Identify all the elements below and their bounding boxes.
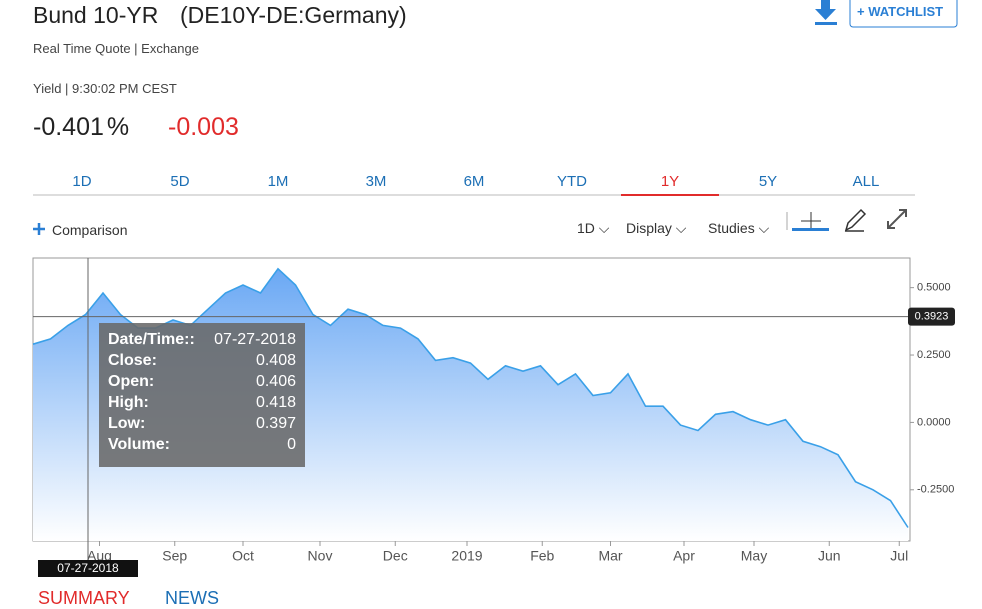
- last-value: -0.401%: [33, 113, 129, 142]
- comparison-plus[interactable]: [33, 223, 45, 235]
- tooltip-key: Low:: [108, 415, 146, 432]
- x-tick-label: Apr: [673, 548, 695, 564]
- interval[interactable]: 1D ⌵: [577, 220, 610, 236]
- tooltip-value: 0.397: [255, 415, 296, 432]
- studies[interactable]: Studies ⌵: [708, 220, 770, 236]
- x-tick-label: Nov: [308, 548, 333, 564]
- cursor-date: 07-27-2018: [38, 560, 138, 577]
- y-tick-label: -0.2500: [917, 484, 954, 496]
- watchlist-label[interactable]: + WATCHLIST: [857, 4, 944, 19]
- change: -0.003: [168, 113, 239, 141]
- y-tick-label: 0.5000: [917, 282, 951, 294]
- tooltip-value: 0.408: [255, 352, 296, 369]
- interval-label: 1D: [577, 220, 595, 236]
- x-tick-label: Mar: [598, 548, 622, 564]
- last: -0.401: [33, 113, 104, 141]
- tooltip-key: Open:: [108, 373, 155, 390]
- y-tick-label: 0.2500: [917, 349, 951, 361]
- nav-summary[interactable]: SUMMARY: [38, 588, 130, 608]
- last-unit: %: [106, 113, 130, 141]
- tooltip-row: Low: 0.397: [108, 415, 296, 436]
- range-tab[interactable]: 3M: [365, 173, 387, 190]
- x-tick-label: Aug: [87, 548, 112, 564]
- x-tick-label: 2019: [451, 548, 482, 564]
- quote-label: Yield | 9:30:02 PM CEST: [33, 81, 177, 96]
- range-tab[interactable]: 6M: [463, 173, 485, 190]
- crosshair-label: 0.3923: [915, 311, 949, 323]
- tooltip-value: 0: [287, 436, 296, 453]
- x-tick-label: Oct: [232, 548, 254, 564]
- tooltip-key: High:: [108, 394, 149, 411]
- x-tick-label: Jul: [890, 548, 908, 564]
- tooltip-row: Open: 0.406: [108, 373, 296, 394]
- nav-news[interactable]: NEWS: [165, 588, 219, 608]
- line: [32, 267, 909, 528]
- x-tick-label: Feb: [530, 548, 554, 564]
- tooltip-value: 07-27-2018: [214, 331, 296, 348]
- range-tab[interactable]: 1D: [72, 173, 92, 190]
- tooltip-row: Date/Time:: 07-27-2018: [108, 331, 296, 352]
- x-tick-label: Dec: [383, 548, 408, 564]
- comparison[interactable]: Comparison: [52, 222, 128, 238]
- range-tab[interactable]: 5D: [170, 173, 190, 190]
- tooltip-row: High: 0.418: [108, 394, 296, 415]
- symbol: (DE10Y-DE:Germany): [180, 2, 407, 28]
- crosshair-label-box: [908, 307, 955, 326]
- range-tab[interactable]: 1M: [267, 173, 289, 190]
- draw-tool[interactable]: [844, 208, 867, 232]
- display-label: Display: [626, 220, 672, 236]
- tooltip-value: 0.406: [255, 373, 296, 390]
- watchlist-button[interactable]: [849, 0, 958, 28]
- tooltip-row: Close: 0.408: [108, 352, 296, 373]
- display[interactable]: Display ⌵: [626, 220, 687, 236]
- studies-label: Studies: [708, 220, 755, 236]
- subtitle: Real Time Quote | Exchange: [33, 41, 199, 56]
- y-tick-label: 0.0000: [917, 416, 951, 428]
- tooltip-key: Date/Time::: [108, 331, 195, 348]
- range-tab[interactable]: 5Y: [758, 173, 778, 190]
- range-tab[interactable]: ALL: [852, 173, 880, 190]
- crosshair-tool[interactable]: [786, 212, 829, 231]
- title: Bund 10-YR: [33, 2, 159, 28]
- tooltip-row: Volume: 0: [108, 436, 296, 457]
- range-tab[interactable]: 1Y: [621, 173, 719, 196]
- x-tick-label: Jun: [818, 548, 841, 564]
- tooltip-value: 0.418: [255, 394, 296, 411]
- tooltip-key: Close:: [108, 352, 157, 369]
- x-tick-label: Sep: [162, 548, 187, 564]
- x-tick-label: May: [741, 548, 767, 564]
- tooltip: Date/Time:: 07-27-2018 Close: 0.408 Open: 0.4…: [99, 323, 305, 467]
- tooltip-key: Volume:: [108, 436, 170, 453]
- expand-tool[interactable]: [887, 209, 907, 229]
- range-tab[interactable]: YTD: [557, 173, 587, 190]
- download-icon[interactable]: [815, 0, 837, 25]
